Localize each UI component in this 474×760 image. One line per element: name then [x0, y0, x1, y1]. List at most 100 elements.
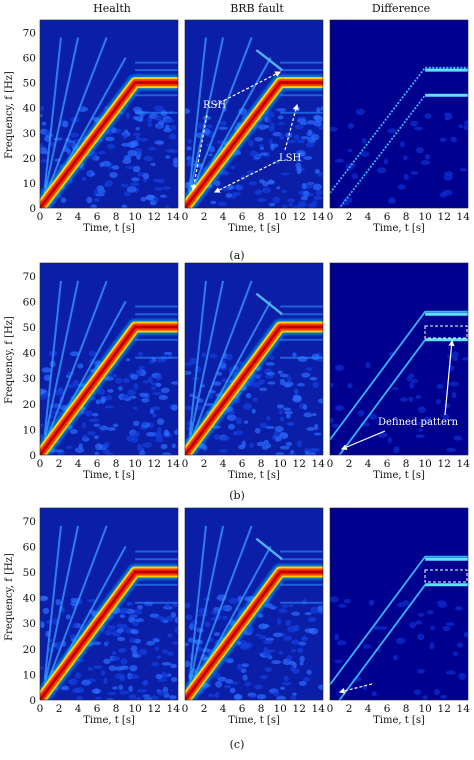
x-tick-label: 0: [182, 211, 189, 223]
noise-speckle: [304, 450, 310, 455]
noise-speckle: [284, 381, 294, 387]
noise-speckle: [298, 641, 307, 646]
noise-speckle: [214, 180, 221, 187]
x-tick-label: 10: [273, 458, 286, 470]
x-tick-label: 14: [457, 211, 471, 223]
y-tick-label: 10: [23, 424, 36, 436]
y-tick-label: 70: [23, 28, 36, 40]
noise-speckle: [397, 184, 406, 190]
noise-speckle: [104, 136, 115, 142]
harmonic-streak: [188, 525, 225, 685]
x-tick-label: 4: [220, 458, 227, 470]
x-tick-label: 4: [365, 211, 372, 223]
noise-speckle: [132, 609, 143, 615]
noise-speckle: [280, 416, 285, 422]
noise-speckle: [292, 352, 297, 357]
noise-speckle: [377, 432, 388, 438]
noise-speckle: [265, 111, 275, 118]
noise-speckle: [313, 120, 322, 127]
noise-speckle: [267, 381, 276, 385]
noise-speckle: [292, 395, 302, 401]
noise-speckle: [168, 125, 177, 131]
noise-speckle: [103, 677, 108, 684]
x-tick-label: 8: [113, 703, 120, 715]
noise-speckle: [79, 167, 86, 171]
noise-speckle: [307, 616, 317, 623]
noise-speckle: [436, 384, 444, 390]
noise-speckle: [248, 139, 254, 147]
noise-speckle: [122, 377, 131, 384]
noise-speckle: [165, 148, 174, 153]
noise-speckle: [231, 191, 242, 196]
panel-frame: [184, 262, 324, 456]
noise-speckle: [281, 204, 288, 208]
noise-speckle: [130, 182, 140, 187]
harmonic-streak: [43, 280, 62, 435]
noise-speckle: [272, 632, 283, 638]
x-tick-label: 12: [293, 458, 306, 470]
noise-speckle: [97, 150, 106, 155]
noise-speckle: [118, 647, 127, 653]
noise-speckle: [156, 123, 163, 130]
noise-speckle: [185, 362, 193, 366]
fault-streak: [255, 292, 283, 316]
noise-speckle: [146, 431, 156, 437]
noise-speckle: [316, 107, 321, 113]
spectrogram-panel: [330, 508, 468, 700]
noise-speckle: [299, 661, 304, 666]
noise-speckle: [296, 383, 305, 387]
noise-speckle: [96, 185, 105, 191]
noise-speckle: [147, 376, 153, 384]
fundamental-ridge: [40, 325, 178, 455]
noise-speckle: [449, 381, 459, 387]
x-tick-label: 0: [327, 211, 334, 223]
noise-speckle: [171, 677, 178, 682]
noise-speckle: [82, 422, 87, 429]
noise-speckle: [259, 422, 268, 429]
noise-speckle: [174, 616, 178, 624]
noise-speckle: [121, 204, 128, 208]
x-tick-label: 12: [293, 211, 306, 223]
noise-speckle: [154, 105, 164, 112]
rsh-arrow: [214, 71, 282, 106]
noise-speckle: [170, 663, 177, 669]
noise-speckle: [119, 690, 129, 695]
noise-speckle: [330, 418, 334, 424]
noise-speckle: [87, 431, 96, 436]
noise-speckle: [254, 427, 261, 434]
noise-speckle: [270, 143, 275, 151]
noise-speckle: [261, 187, 272, 194]
noise-speckle: [301, 182, 307, 190]
noise-speckle: [301, 635, 307, 641]
noise-speckle: [107, 625, 116, 631]
noise-speckle: [320, 105, 323, 111]
noise-speckle: [434, 689, 440, 696]
x-tick-label: 14: [167, 211, 181, 223]
noise-speckle: [276, 617, 282, 625]
annotations-layer: RSH LSH Defined pattern: [190, 71, 468, 694]
x-tick-label: 6: [239, 458, 246, 470]
noise-speckle: [312, 183, 322, 191]
noise-speckle: [417, 633, 425, 641]
noise-speckle: [442, 189, 453, 196]
noise-speckle: [107, 691, 117, 696]
noise-speckle: [75, 696, 84, 700]
fundamental-ridge: [185, 81, 323, 208]
noise-speckle: [142, 442, 152, 448]
panel-background: [330, 263, 468, 455]
fundamental-ridge: [185, 325, 323, 455]
noise-speckle: [81, 679, 91, 686]
spectrogram-panel: [330, 263, 468, 455]
noise-speckle: [334, 659, 343, 664]
noise-speckle: [93, 435, 99, 440]
noise-speckle: [422, 416, 432, 424]
noise-speckle: [424, 113, 432, 119]
noise-speckle: [153, 115, 163, 121]
noise-speckle: [89, 418, 100, 423]
y-tick-label: 50: [23, 567, 36, 579]
noise-speckle: [141, 421, 147, 426]
noise-speckle: [268, 202, 276, 207]
noise-speckle: [279, 373, 289, 378]
